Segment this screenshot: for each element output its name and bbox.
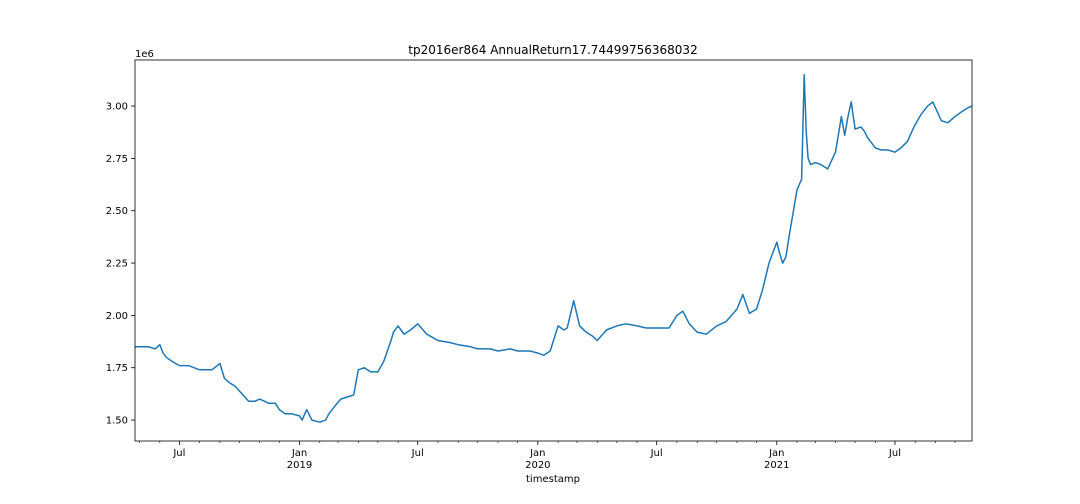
- series-line: [135, 73, 973, 423]
- x-tick-label: Jan: [291, 448, 307, 459]
- x-tick-year-label: 2019: [287, 460, 312, 471]
- plot-area: [135, 73, 973, 423]
- x-tick-label: Jul: [411, 448, 424, 459]
- chart-title: tp2016er864 AnnualReturn17.7449975636803…: [408, 43, 697, 57]
- x-axis-title: timestamp: [526, 474, 580, 485]
- y-tick-label: 2.50: [106, 206, 128, 217]
- y-tick-label: 2.75: [106, 154, 128, 165]
- x-tick-label: Jan: [768, 448, 784, 459]
- y-axis: 1.50 1.75 2.00 2.25 2.50 2.75 3.00: [106, 102, 135, 427]
- x-tick-label: Jan: [529, 448, 545, 459]
- x-tick-label: Jul: [172, 448, 185, 459]
- x-tick-label: Jul: [650, 448, 663, 459]
- y-tick-label: 1.50: [106, 416, 128, 427]
- y-tick-label: 2.00: [106, 311, 128, 322]
- y-axis-offset-label: 1e6: [135, 49, 154, 60]
- y-tick-label: 2.25: [106, 259, 128, 270]
- x-tick-year-label: 2021: [764, 460, 789, 471]
- y-tick-label: 1.75: [106, 363, 128, 374]
- y-tick-label: 3.00: [106, 102, 128, 113]
- x-tick-label: Jul: [888, 448, 901, 459]
- x-tick-year-label: 2020: [525, 460, 550, 471]
- axes-frame: [134, 59, 973, 442]
